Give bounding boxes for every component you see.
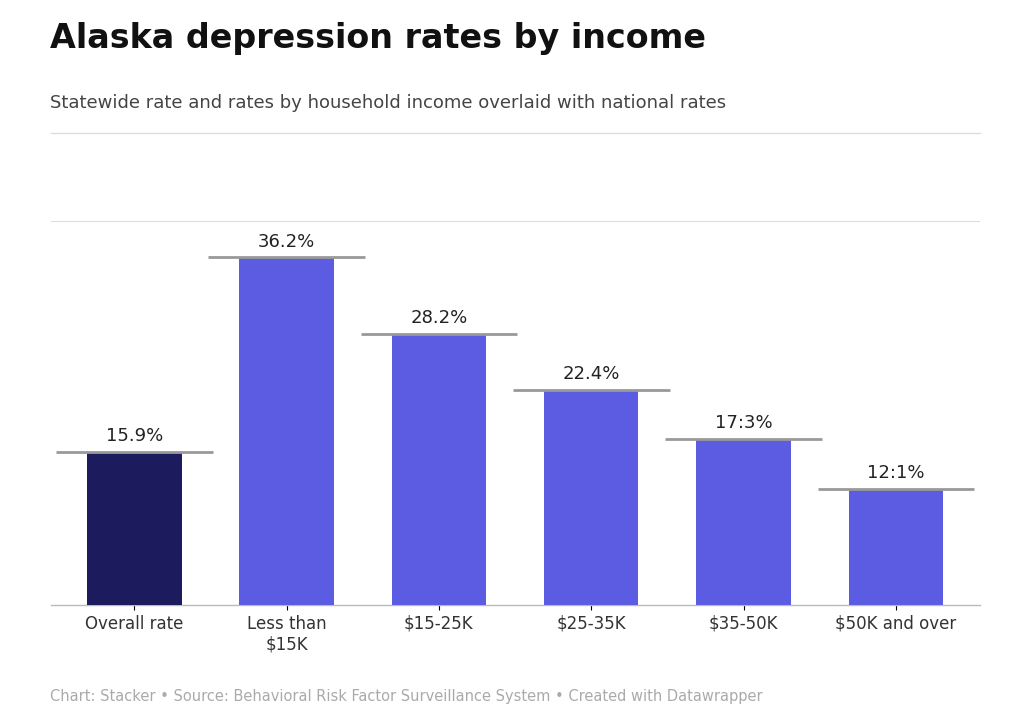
Bar (696, 438, 791, 605)
Text: 28.2%: 28.2% (410, 310, 468, 328)
Bar (392, 334, 486, 605)
Text: 17:3%: 17:3% (715, 414, 773, 432)
Text: 22.4%: 22.4% (563, 365, 620, 383)
Text: Statewide rate and rates by household income overlaid with national rates: Statewide rate and rates by household in… (50, 94, 726, 112)
Text: Chart: Stacker • Source: Behavioral Risk Factor Surveillance System • Created wi: Chart: Stacker • Source: Behavioral Risk… (50, 689, 764, 704)
Text: 36.2%: 36.2% (258, 233, 315, 251)
Text: 12:1%: 12:1% (868, 464, 925, 482)
Bar (848, 489, 943, 605)
Bar (544, 390, 638, 605)
Text: 15.9%: 15.9% (106, 428, 163, 446)
Bar (239, 257, 334, 605)
Text: Alaska depression rates by income: Alaska depression rates by income (50, 22, 707, 55)
Bar (87, 452, 182, 605)
